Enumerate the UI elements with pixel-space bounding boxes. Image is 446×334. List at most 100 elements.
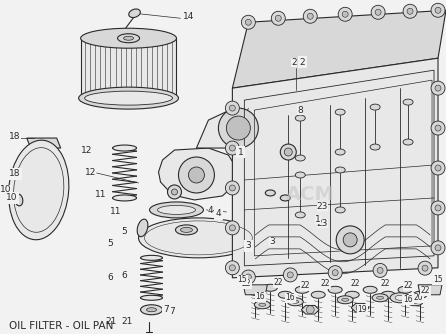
- Circle shape: [306, 306, 314, 314]
- Circle shape: [431, 241, 445, 255]
- Text: 14: 14: [183, 12, 194, 21]
- Ellipse shape: [112, 195, 136, 201]
- Circle shape: [225, 101, 240, 115]
- Circle shape: [284, 148, 292, 156]
- Ellipse shape: [140, 305, 162, 315]
- Text: 21: 21: [121, 317, 132, 326]
- Ellipse shape: [295, 172, 305, 178]
- Text: 18: 18: [9, 169, 21, 178]
- Circle shape: [373, 264, 387, 278]
- Circle shape: [171, 189, 178, 195]
- Text: 11: 11: [95, 190, 106, 199]
- Ellipse shape: [295, 286, 309, 293]
- Polygon shape: [196, 105, 278, 148]
- Ellipse shape: [335, 149, 345, 155]
- Text: 22: 22: [403, 281, 413, 290]
- Circle shape: [422, 265, 428, 271]
- Text: 8: 8: [297, 106, 303, 115]
- Text: 5: 5: [122, 227, 128, 236]
- Ellipse shape: [280, 195, 290, 201]
- Ellipse shape: [335, 207, 345, 213]
- Circle shape: [435, 7, 441, 13]
- Circle shape: [225, 181, 240, 195]
- Text: 2: 2: [291, 58, 297, 67]
- Ellipse shape: [263, 284, 277, 291]
- Ellipse shape: [363, 286, 377, 293]
- Ellipse shape: [370, 104, 380, 110]
- Polygon shape: [232, 10, 446, 88]
- Polygon shape: [268, 130, 300, 170]
- Circle shape: [245, 19, 252, 25]
- Text: 2: 2: [299, 58, 305, 67]
- Text: 1: 1: [237, 148, 243, 157]
- Circle shape: [241, 15, 256, 29]
- Ellipse shape: [147, 308, 157, 312]
- Ellipse shape: [342, 298, 349, 301]
- Ellipse shape: [295, 212, 305, 218]
- Text: OIL FILTER - OIL PAN: OIL FILTER - OIL PAN: [9, 321, 113, 331]
- Text: 16: 16: [285, 293, 295, 302]
- Ellipse shape: [412, 300, 418, 303]
- Circle shape: [271, 11, 285, 25]
- Circle shape: [275, 15, 281, 21]
- Polygon shape: [81, 38, 177, 98]
- Circle shape: [431, 81, 445, 95]
- Ellipse shape: [265, 190, 275, 196]
- Circle shape: [407, 8, 413, 14]
- Polygon shape: [244, 285, 267, 295]
- Text: ACM: ACM: [286, 185, 334, 204]
- Ellipse shape: [376, 296, 384, 299]
- Text: 15: 15: [238, 275, 247, 284]
- Ellipse shape: [335, 167, 345, 173]
- Circle shape: [435, 245, 441, 251]
- Text: 23: 23: [317, 202, 328, 211]
- Circle shape: [225, 221, 240, 235]
- Polygon shape: [351, 303, 369, 312]
- Ellipse shape: [112, 145, 136, 151]
- Ellipse shape: [157, 205, 195, 214]
- Text: 22: 22: [301, 281, 310, 290]
- Ellipse shape: [295, 155, 305, 161]
- Text: 12: 12: [85, 168, 96, 177]
- Polygon shape: [27, 138, 61, 148]
- Circle shape: [377, 268, 383, 274]
- Circle shape: [280, 144, 296, 160]
- Polygon shape: [418, 285, 442, 295]
- Text: 22: 22: [273, 278, 283, 287]
- Ellipse shape: [81, 28, 177, 48]
- Ellipse shape: [78, 87, 178, 109]
- Ellipse shape: [372, 294, 388, 302]
- Ellipse shape: [337, 296, 353, 304]
- Polygon shape: [158, 148, 236, 200]
- Text: 5: 5: [108, 239, 113, 248]
- Text: 6: 6: [108, 273, 113, 282]
- Ellipse shape: [287, 298, 303, 306]
- Circle shape: [229, 145, 235, 151]
- Text: 23: 23: [317, 219, 328, 228]
- Text: 19: 19: [357, 305, 367, 314]
- Text: 3: 3: [269, 237, 275, 246]
- Ellipse shape: [140, 295, 162, 300]
- Text: 22: 22: [380, 279, 390, 288]
- Text: 21: 21: [105, 317, 116, 326]
- Ellipse shape: [137, 219, 148, 237]
- Circle shape: [418, 261, 432, 275]
- Circle shape: [229, 265, 235, 271]
- Circle shape: [356, 304, 364, 312]
- Text: 10: 10: [6, 193, 17, 202]
- Ellipse shape: [381, 291, 395, 298]
- Circle shape: [338, 7, 352, 21]
- Circle shape: [431, 161, 445, 175]
- Circle shape: [178, 157, 215, 193]
- Text: 4: 4: [207, 206, 213, 215]
- Ellipse shape: [295, 115, 305, 121]
- Ellipse shape: [370, 144, 380, 150]
- Text: 16: 16: [403, 295, 413, 304]
- Circle shape: [283, 268, 297, 282]
- Ellipse shape: [149, 202, 203, 218]
- Text: 6: 6: [122, 271, 128, 280]
- Ellipse shape: [395, 295, 405, 300]
- Circle shape: [287, 272, 293, 278]
- Circle shape: [189, 167, 204, 183]
- Ellipse shape: [81, 90, 177, 106]
